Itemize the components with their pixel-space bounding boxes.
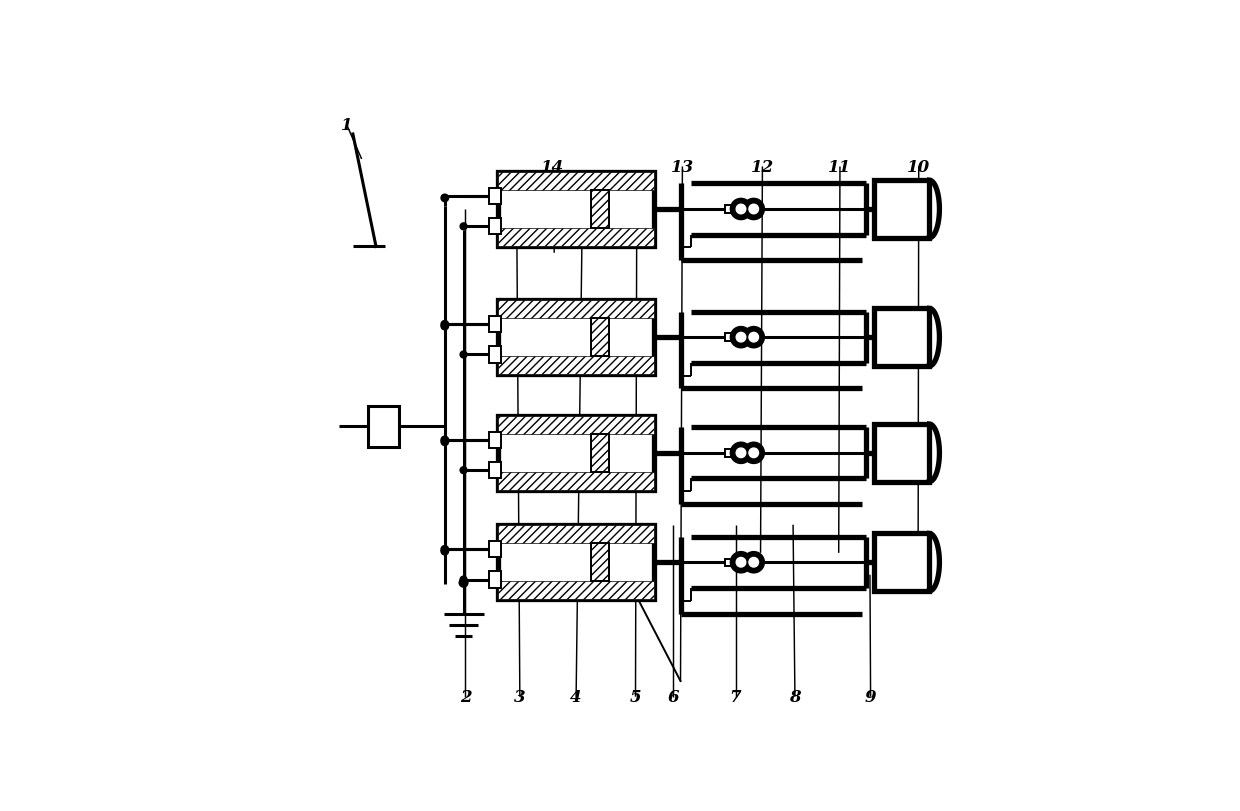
Bar [591, 191, 609, 229]
Bar [498, 357, 655, 375]
Bar [874, 424, 929, 482]
Bar [498, 416, 655, 490]
Text: 8: 8 [789, 689, 801, 706]
Bar [489, 572, 501, 588]
Circle shape [460, 224, 467, 230]
Circle shape [737, 448, 745, 458]
Circle shape [441, 439, 449, 446]
Circle shape [441, 546, 449, 553]
Bar [498, 229, 655, 247]
Circle shape [730, 552, 751, 573]
Bar [498, 416, 655, 434]
Text: 1: 1 [341, 117, 352, 134]
Text: 2: 2 [460, 689, 471, 706]
Circle shape [749, 448, 759, 458]
Text: 14: 14 [542, 159, 564, 176]
Bar [874, 534, 929, 591]
Circle shape [737, 558, 745, 568]
Text: 12: 12 [750, 159, 774, 176]
Bar [874, 309, 929, 367]
Bar [489, 462, 501, 478]
Bar [591, 319, 609, 357]
Bar [498, 526, 655, 599]
Circle shape [737, 205, 745, 214]
Circle shape [749, 558, 759, 568]
Circle shape [730, 200, 751, 221]
Circle shape [730, 327, 751, 349]
Bar [489, 432, 501, 448]
Circle shape [441, 547, 449, 556]
Bar [725, 559, 734, 566]
Circle shape [460, 577, 467, 583]
Bar [498, 473, 655, 490]
Circle shape [749, 205, 759, 214]
Bar [489, 542, 501, 558]
Bar [725, 334, 734, 341]
Circle shape [441, 323, 449, 330]
Bar [591, 191, 609, 229]
Text: 3: 3 [515, 689, 526, 706]
Bar [489, 189, 501, 205]
Circle shape [743, 552, 764, 573]
Bar [591, 543, 609, 581]
Circle shape [749, 333, 759, 342]
Bar [498, 173, 655, 191]
Bar [591, 434, 609, 473]
Bar [498, 526, 655, 543]
Bar [498, 301, 655, 319]
Circle shape [460, 352, 467, 358]
Bar [725, 449, 734, 457]
Circle shape [459, 578, 467, 587]
Bar [489, 317, 501, 333]
Bar [489, 219, 501, 235]
Bar [498, 301, 655, 375]
Circle shape [743, 327, 764, 349]
Bar [498, 581, 655, 599]
Text: 9: 9 [864, 689, 877, 706]
Circle shape [737, 333, 745, 342]
Bar [489, 347, 501, 363]
Text: 13: 13 [671, 159, 694, 176]
Bar [498, 173, 655, 247]
Circle shape [441, 195, 449, 203]
Circle shape [460, 467, 467, 474]
Bar [368, 406, 399, 447]
Bar [591, 434, 609, 473]
Text: 6: 6 [667, 689, 678, 706]
Bar [874, 181, 929, 238]
Circle shape [743, 200, 764, 221]
Circle shape [441, 436, 449, 444]
Bar [725, 206, 734, 213]
Bar [591, 319, 609, 357]
Text: 4: 4 [570, 689, 582, 706]
Circle shape [441, 321, 449, 328]
Text: 7: 7 [729, 689, 742, 706]
Bar [591, 543, 609, 581]
Text: 5: 5 [630, 689, 641, 706]
Circle shape [743, 443, 764, 464]
Text: 10: 10 [908, 159, 930, 176]
Circle shape [730, 443, 751, 464]
Text: 11: 11 [828, 159, 852, 176]
